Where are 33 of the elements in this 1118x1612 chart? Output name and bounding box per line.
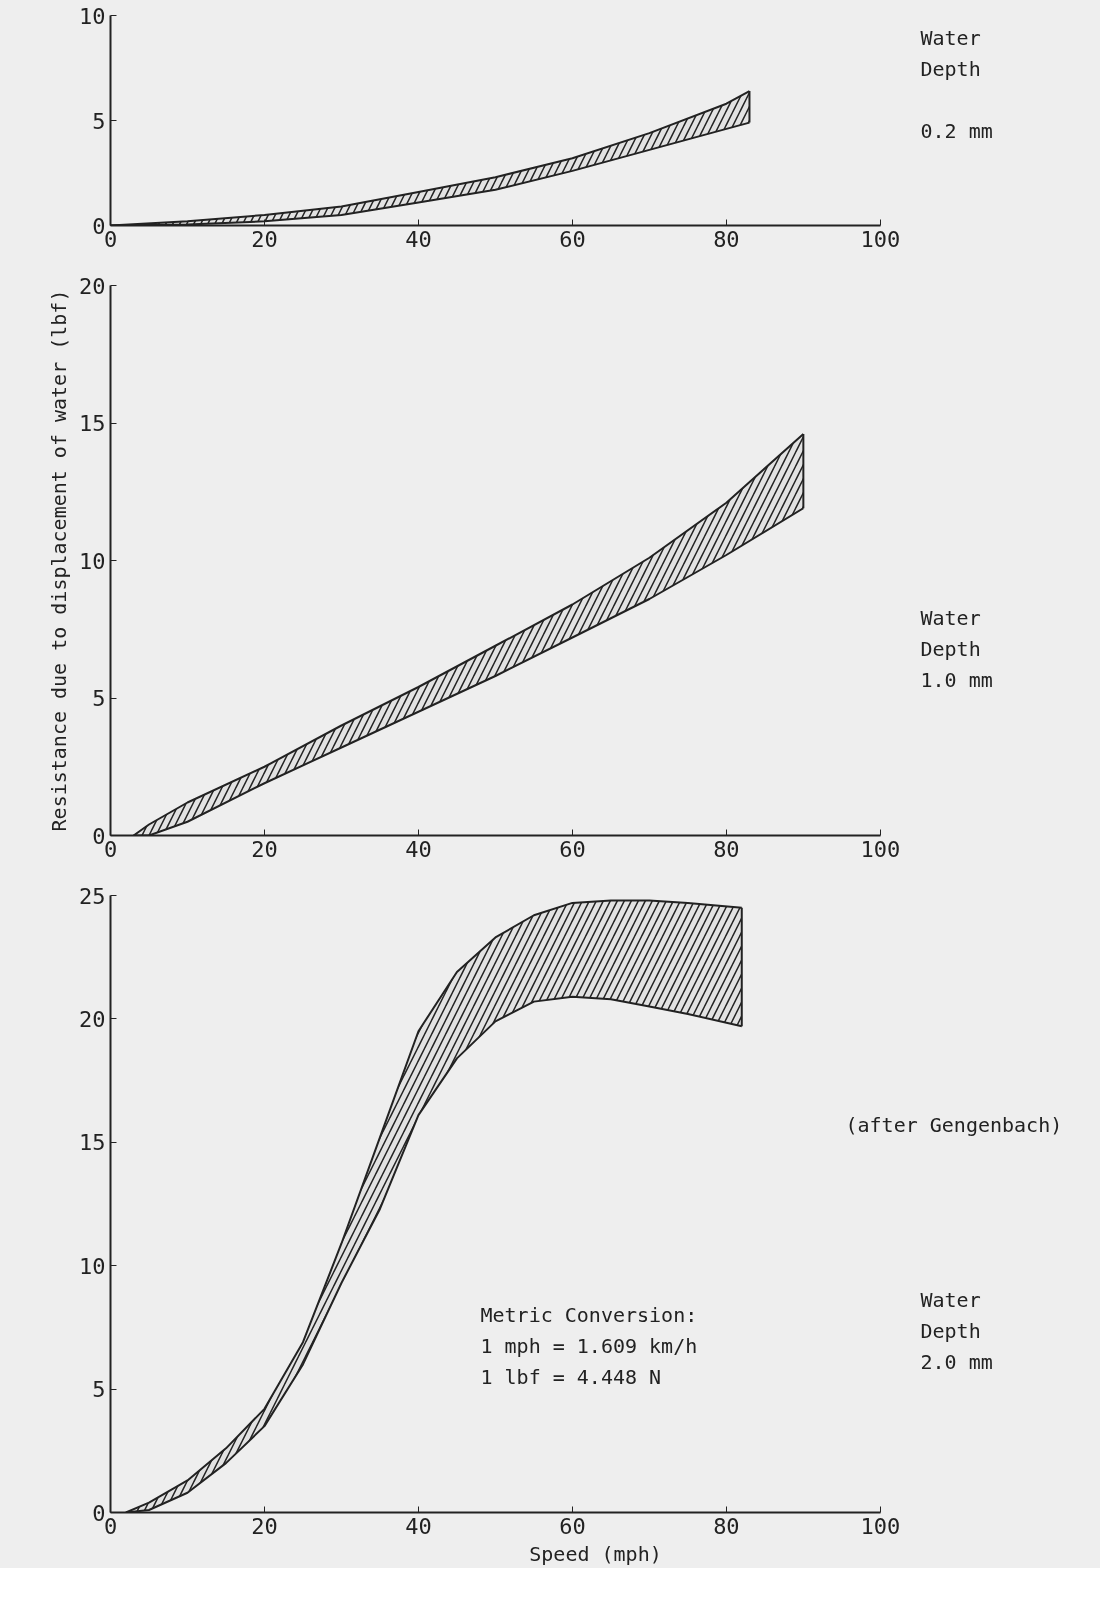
x-tick-label: 40: [405, 226, 432, 252]
x-axis-title: Speed (mph): [529, 1541, 662, 1566]
x-tick-label: 80: [713, 226, 740, 252]
x-tick-label: 20: [251, 226, 278, 252]
y-tick-label: 15: [79, 1130, 106, 1156]
x-tick-label: 100: [860, 836, 901, 862]
x-tick-label: 60: [559, 836, 586, 862]
x-tick-label: 80: [713, 836, 740, 862]
y-tick-label: 5: [92, 108, 106, 134]
y-tick-label: 20: [79, 1006, 106, 1032]
y-tick-label: 15: [79, 411, 106, 436]
x-tick-label: 60: [559, 226, 586, 252]
y-tick-label: 10: [79, 548, 106, 574]
annotation: Metric Conversion: 1 mph = 1.609 km/h 1 lbf = 4.448 N: [480, 1302, 698, 1389]
x-tick-label: 60: [559, 1513, 586, 1539]
x-tick-label: 20: [251, 836, 278, 862]
text: Water Depth 2.0 mm: [920, 1287, 993, 1374]
text: Water Depth 1.0 mm: [920, 605, 993, 692]
y-tick-label: 25: [79, 883, 106, 909]
y-tick-label: 10: [79, 3, 106, 29]
x-tick-label: 40: [405, 836, 432, 862]
text: Water Depth 0.2 mm: [920, 25, 993, 144]
x-tick-label: 40: [405, 1513, 432, 1539]
annotation: (after Gengenbach): [845, 1112, 1063, 1137]
x-tick-label: 80: [713, 1513, 740, 1539]
y-axis-title: Resistance due to displacement of water (lbf): [47, 289, 72, 832]
x-tick-label: 20: [251, 1513, 278, 1539]
x-tick-label: 100: [860, 1513, 901, 1539]
y-tick-label: 20: [79, 273, 106, 299]
y-tick-label: 5: [92, 686, 106, 711]
y-tick-label: 10: [79, 1253, 106, 1279]
x-tick-label: 100: [860, 226, 901, 252]
y-tick-label: 5: [92, 1377, 106, 1403]
